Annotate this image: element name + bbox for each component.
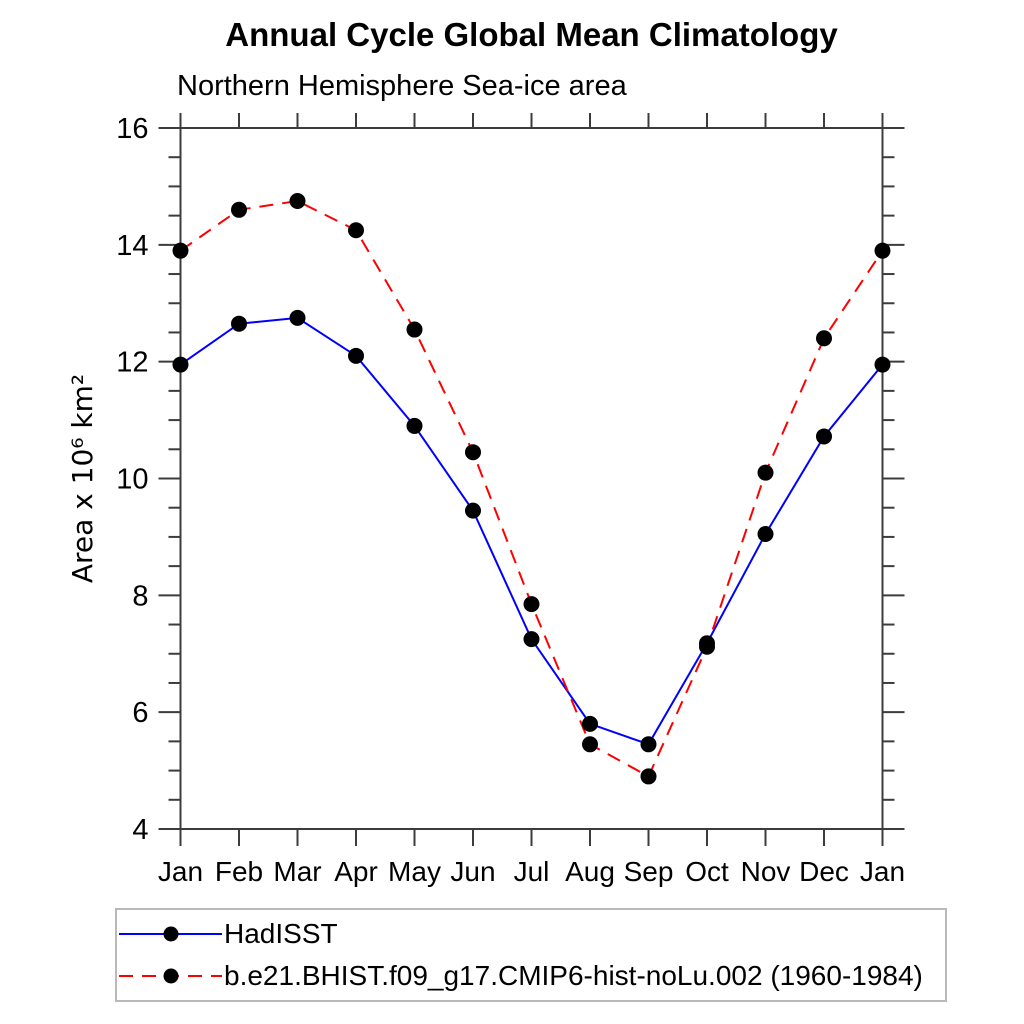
svg-text:Mar: Mar [273,856,321,887]
svg-text:12: 12 [116,347,148,379]
svg-text:Dec: Dec [799,856,849,887]
legend-label-model: b.e21.BHIST.f09_g17.CMIP6-hist-noLu.002 … [224,960,923,991]
chart-subtitle: Northern Hemisphere Sea-ice area [177,70,627,102]
svg-text:Jan: Jan [860,856,905,887]
svg-text:Jun: Jun [450,856,495,887]
svg-text:6: 6 [132,697,148,729]
legend-item-hadisst: HadISST [117,916,945,952]
svg-text:May: May [388,856,441,887]
svg-text:10: 10 [116,464,148,496]
legend-line-sample-dashed-icon [119,968,222,984]
svg-text:Area x 10⁶ km²: Area x 10⁶ km² [66,374,99,583]
plot-area: 4 6 8 10 12 14 16 Jan Feb Mar Apr May Jun Jul Aug Sep Oc… [66,113,905,887]
svg-text:Nov: Nov [741,856,791,887]
legend-line-sample-solid-icon [119,926,222,942]
svg-text:8: 8 [132,580,148,612]
svg-text:16: 16 [116,113,148,145]
svg-text:Jan: Jan [158,856,203,887]
legend: HadISST b.e21.BHIST.f09_g17.CMIP6-hist-n… [115,908,947,1002]
svg-text:Feb: Feb [215,856,263,887]
svg-text:Oct: Oct [685,856,729,887]
svg-text:Jul: Jul [514,856,550,887]
svg-text:Sep: Sep [624,856,674,887]
legend-item-model: b.e21.BHIST.f09_g17.CMIP6-hist-noLu.002 … [117,958,945,994]
chart-title: Annual Cycle Global Mean Climatology [225,16,838,53]
svg-text:4: 4 [132,814,148,846]
svg-text:14: 14 [116,230,148,262]
svg-text:Aug: Aug [565,856,615,887]
svg-text:Apr: Apr [334,856,378,887]
legend-label-hadisst: HadISST [224,918,338,949]
